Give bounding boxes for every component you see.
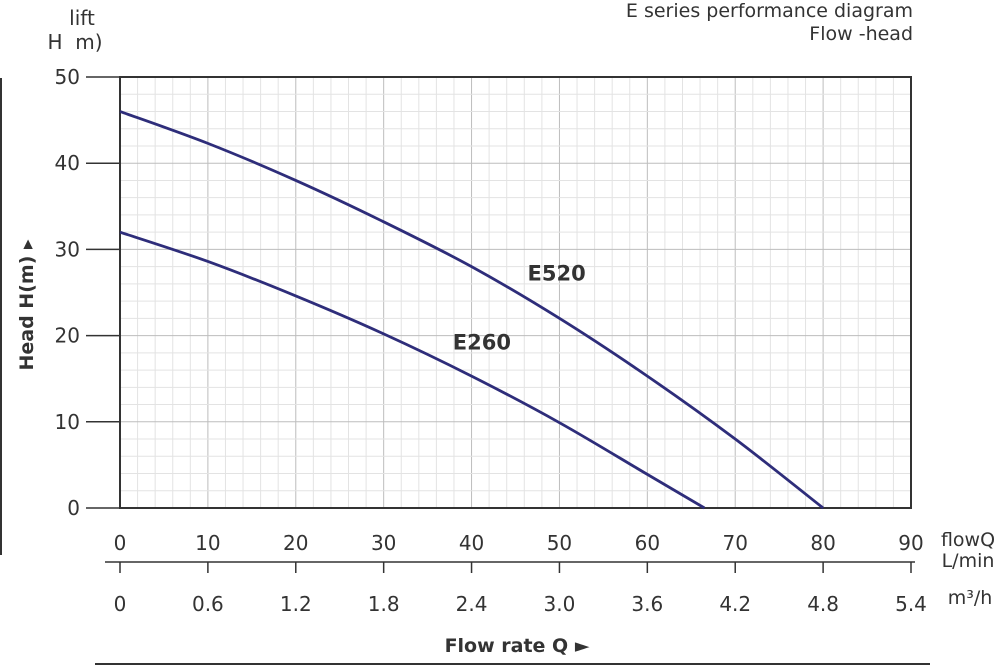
x-unit-primary-line2: L/min (942, 550, 995, 572)
x-tick-label: 40 (459, 531, 484, 555)
x-axis-title: Flow rate Q ► (445, 635, 590, 657)
x-tick-label: 0 (114, 531, 127, 555)
y-top-label-line1: lift (69, 6, 95, 30)
x2-tick-label: 2.4 (456, 592, 488, 616)
y-axis-title: Head H(m) ▸ (16, 239, 38, 371)
x-tick-label: 90 (898, 531, 923, 555)
x-tick-label: 10 (195, 531, 220, 555)
x2-tick-label: 0 (114, 592, 127, 616)
x2-tick-label: 4.8 (807, 592, 839, 616)
x-tick-label: 50 (547, 531, 572, 555)
y-tick-label: 30 (55, 237, 80, 261)
series-line-e520 (119, 110, 824, 510)
x-unit-secondary: m³/h (948, 587, 993, 609)
x-tick-label: 80 (810, 531, 835, 555)
chart-subtitle: Flow -head (809, 23, 913, 45)
x2-tick-label: 1.2 (280, 592, 312, 616)
x-tick-label: 70 (722, 531, 747, 555)
x2-tick-label: 3.6 (631, 592, 663, 616)
y-tick-label: 40 (55, 151, 80, 175)
x-axis-ticks: 0 10 20 30 40 50 60 70 80 90 (114, 531, 924, 555)
y-axis-ticks: 0 10 20 30 40 50 (55, 65, 120, 520)
series-line-e260 (119, 230, 706, 510)
x-axis-secondary-ticks: 0 0.6 1.2 1.8 2.4 3.0 3.6 4.2 4.8 5.4 (114, 562, 927, 616)
x2-tick-label: 1.8 (368, 592, 400, 616)
y-tick-label: 10 (55, 410, 80, 434)
x2-tick-label: 3.0 (544, 592, 576, 616)
x-tick-label: 30 (371, 531, 396, 555)
series-label-e520: E520 (528, 262, 586, 286)
chart-title: E series performance diagram (626, 0, 913, 22)
x2-tick-label: 0.6 (192, 592, 224, 616)
y-tick-label: 50 (55, 65, 80, 89)
x2-tick-label: 4.2 (719, 592, 751, 616)
x-tick-label: 60 (635, 531, 660, 555)
y-tick-label: 20 (55, 324, 80, 348)
x-unit-primary-line1: flowQ (941, 529, 995, 551)
y-top-label-line2: H m) (47, 30, 102, 54)
x-tick-label: 20 (283, 531, 308, 555)
series-label-e260: E260 (453, 330, 511, 354)
y-tick-label: 0 (67, 496, 80, 520)
x2-tick-label: 5.4 (895, 592, 927, 616)
plot-frame (119, 76, 912, 509)
series-lines: E520 E260 (119, 110, 824, 510)
